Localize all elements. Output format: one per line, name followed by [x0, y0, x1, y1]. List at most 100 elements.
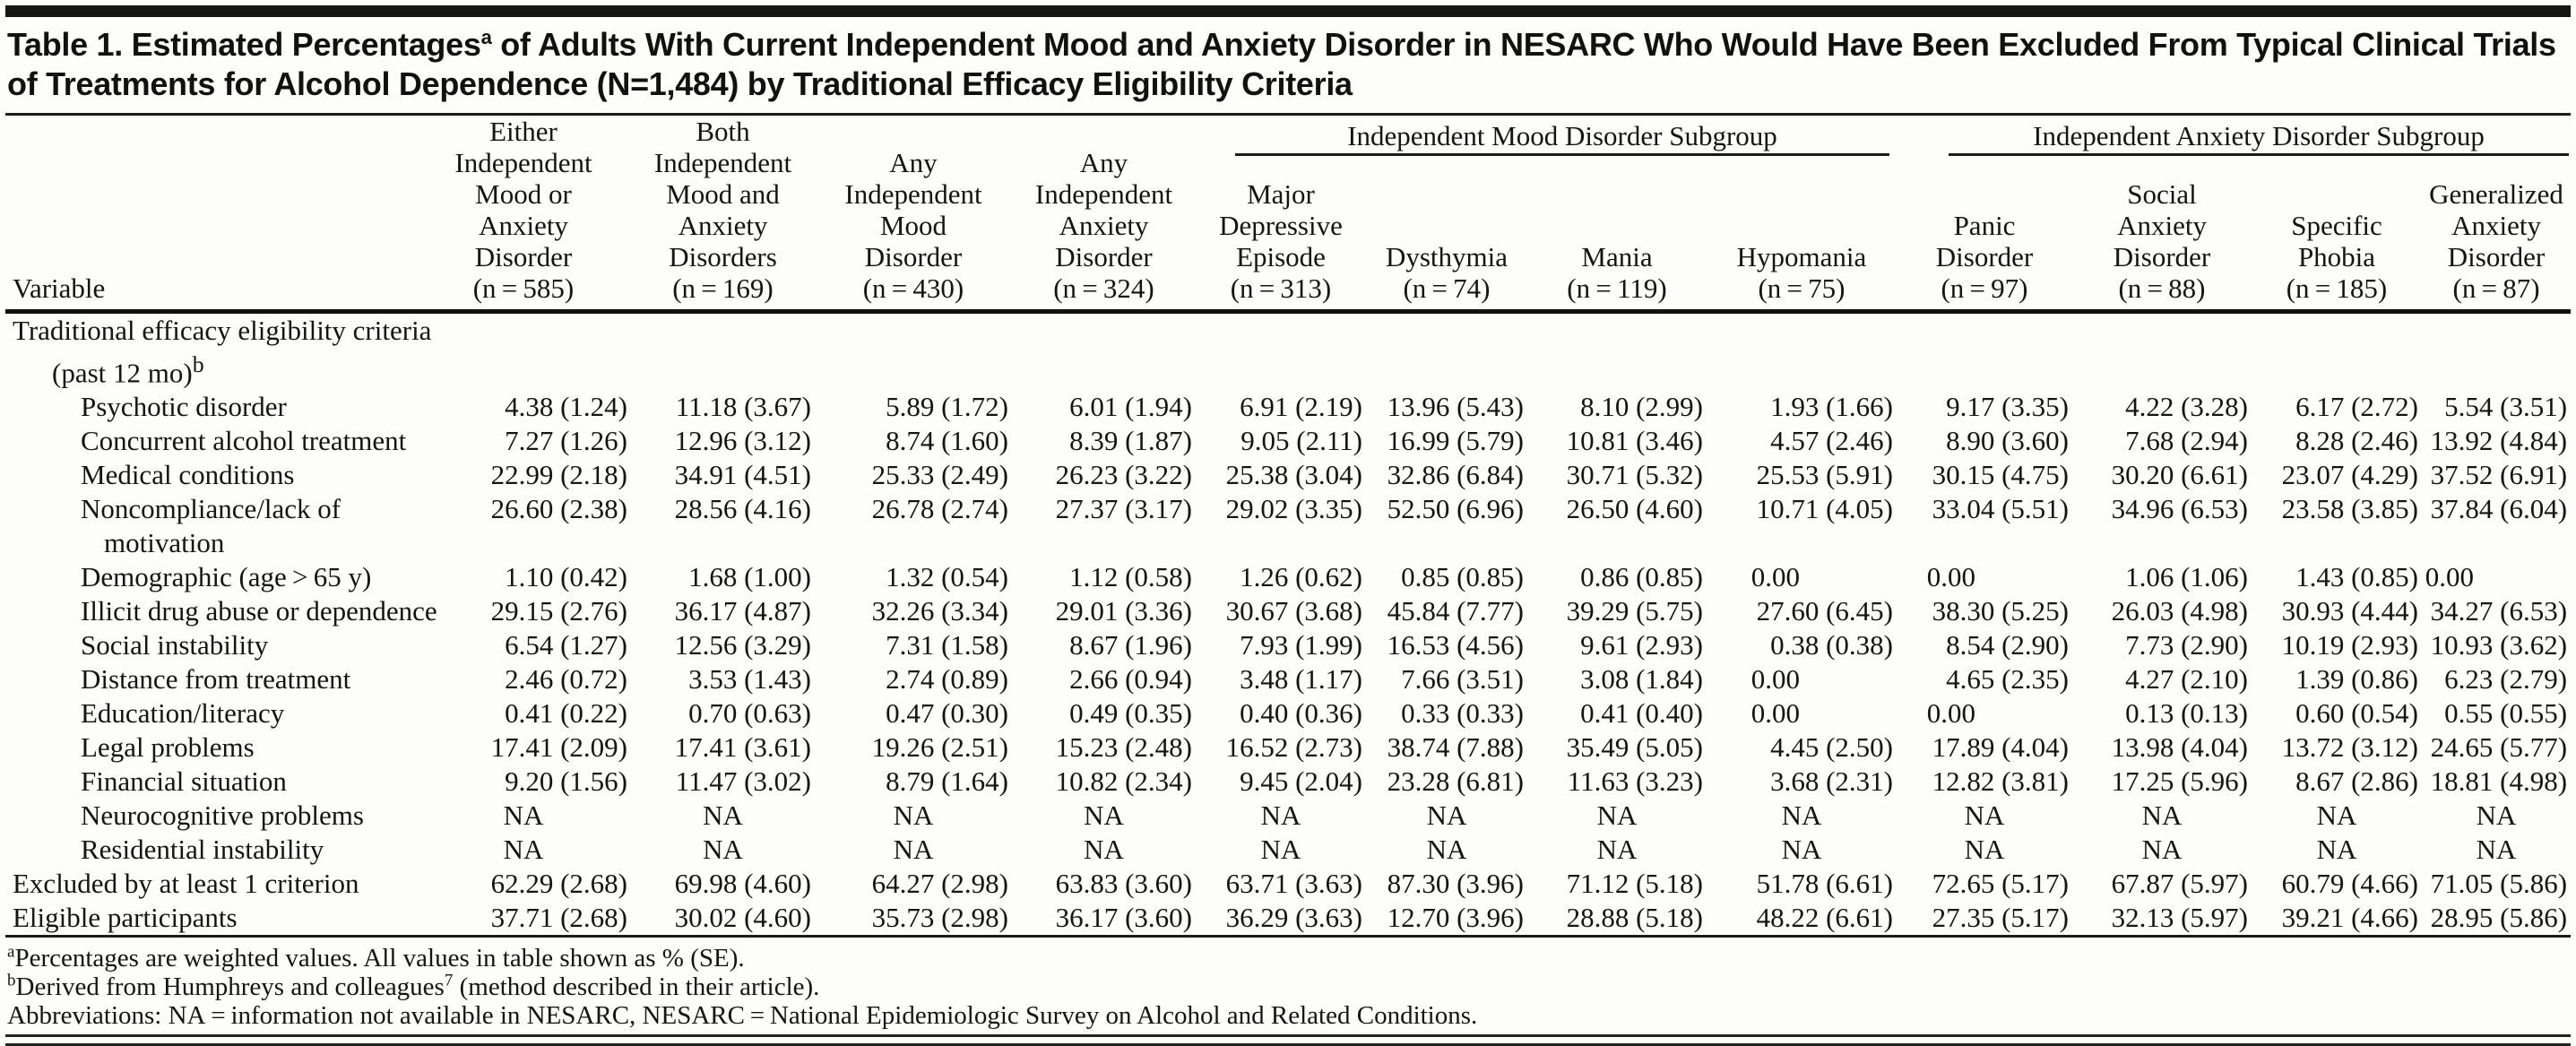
- cell: 35.73 (2.98): [815, 901, 1012, 938]
- row-label: Medical conditions: [5, 458, 416, 492]
- cell: 0.49 (0.35): [1069, 697, 1192, 730]
- cell: 71.05 (5.86): [2430, 868, 2568, 900]
- cell: 0.47 (0.30): [886, 697, 1008, 730]
- cell: 9.05 (2.11): [1240, 425, 1362, 457]
- cell: 72.65 (5.17): [1932, 868, 2069, 900]
- row-label: Traditional efficacy eligibility criteri…: [5, 312, 431, 349]
- cell: 1.26 (0.62): [1240, 561, 1362, 593]
- column-header: Generalized Anxiety Disorder (n = 87): [2422, 160, 2572, 314]
- cell: 3.48 (1.17): [1240, 663, 1362, 696]
- row-label-text: Neurocognitive problems: [81, 800, 364, 832]
- cell: NA: [703, 800, 743, 832]
- cell: 9.45 (2.04): [1240, 765, 1362, 798]
- cell: 0.70 (0.63): [688, 697, 811, 730]
- empty-cell: [1366, 312, 1527, 349]
- cell: 13.72 (3.12): [2281, 731, 2418, 764]
- table-row: Illicit drug abuse or dependence 29.15 (2…: [5, 594, 2571, 628]
- cell: NA: [1964, 834, 2005, 866]
- table-title-text: Table 1. Estimated Percentages: [7, 26, 481, 63]
- cell: 38.74 (7.88): [1387, 731, 1524, 764]
- row-label: Eligible participants: [5, 901, 416, 938]
- cell: 1.06 (1.06): [2125, 561, 2248, 593]
- column-header-line: Mood or: [475, 178, 572, 210]
- row-label-text: Demographic (age > 65 y): [81, 561, 372, 593]
- footnote: Abbreviations: NA = information not avai…: [7, 1001, 2571, 1030]
- cell: 0.38 (0.38): [1770, 629, 1893, 661]
- row-label: Education/literacy: [5, 696, 416, 730]
- cell: 39.29 (5.75): [1566, 595, 1703, 627]
- row-label: Financial situation: [5, 765, 416, 799]
- cell: 12.96 (3.12): [674, 425, 811, 457]
- column-header-line: Anxiety: [678, 210, 768, 241]
- cell: 60.79 (4.66): [2281, 868, 2418, 900]
- cell: 30.15 (4.75): [1932, 459, 2069, 491]
- cell: 16.53 (4.56): [1387, 629, 1524, 661]
- column-header-line: Anxiety: [2117, 210, 2207, 241]
- empty-cell: [1366, 526, 1527, 560]
- cell: 32.13 (5.97): [2072, 901, 2252, 938]
- cell: 12.70 (3.96): [1366, 901, 1527, 938]
- cell: 26.50 (4.60): [1566, 493, 1703, 525]
- column-header: Dysthymia (n = 74): [1366, 160, 1527, 314]
- table-body: Traditional efficacy eligibility criteri…: [5, 312, 2572, 938]
- table-row: motivation: [5, 526, 2571, 560]
- column-header-line: Any: [1079, 147, 1128, 178]
- cell: 23.28 (6.81): [1387, 765, 1524, 798]
- bottom-double-rule: [5, 1034, 2571, 1046]
- cell: 15.23 (2.48): [1055, 731, 1192, 764]
- cell: 63.71 (3.63): [1225, 868, 1362, 900]
- journal-table-page: { "colors": { "text": "#141414", "rules"…: [0, 5, 2576, 1046]
- cell: 0.86 (0.85): [1580, 561, 1703, 593]
- column-header-line: Anxiety: [1059, 210, 1149, 241]
- cell: 2.66 (0.94): [1069, 663, 1192, 696]
- column-header: Either Independent Mood or Anxiety Disorder(…: [416, 113, 631, 314]
- cell: 17.41 (3.61): [674, 731, 811, 764]
- cell: NA: [893, 800, 934, 832]
- cell: 63.83 (3.60): [1055, 868, 1192, 900]
- column-header-line: Independent: [844, 178, 982, 210]
- cell: 0.40 (0.36): [1240, 697, 1362, 730]
- column-header-line: (n = 87): [2452, 272, 2540, 304]
- column-header-line: Phobia: [2297, 241, 2376, 272]
- footnote-text: (method described in their article).: [453, 973, 820, 1002]
- cell: NA: [1084, 834, 1124, 866]
- cell: 13.92 (4.84): [2430, 425, 2568, 457]
- row-label-text: Social instability: [81, 629, 269, 661]
- cell: 4.22 (3.28): [2125, 391, 2248, 423]
- footnote-marker: a: [7, 942, 15, 962]
- cell: 0.33 (0.33): [1401, 697, 1524, 730]
- cell: 34.27 (6.53): [2430, 595, 2568, 627]
- empty-cell: [1707, 348, 1897, 390]
- row-label: (past 12 mo)b: [5, 348, 416, 390]
- table-row: Psychotic disorder 4.38 (1.24) 11.18 (3.67…: [5, 390, 2571, 424]
- cell: 26.03 (4.98): [2111, 595, 2248, 627]
- row-label: Distance from treatment: [5, 662, 416, 696]
- cell: 25.53 (5.91): [1756, 459, 1893, 491]
- title-top-bar: [5, 5, 2571, 17]
- cell: NA: [2141, 834, 2183, 866]
- column-header-line: Independent: [653, 147, 792, 178]
- column-header-line: (n = 74): [1403, 272, 1491, 304]
- empty-cell: [1196, 348, 1366, 390]
- cell: 38.30 (5.25): [1932, 595, 2069, 627]
- cell: 7.66 (3.51): [1401, 663, 1524, 696]
- cell: 0.55 (0.55): [2444, 697, 2568, 730]
- row-label-text: Legal problems: [81, 731, 255, 764]
- cell: 6.23 (2.79): [2444, 663, 2568, 696]
- footnote-marker: 7: [444, 971, 454, 990]
- empty-cell: [1897, 348, 2072, 390]
- subgroup-header-label: Independent Mood Disorder Subgroup: [1235, 119, 1889, 156]
- cell: 3.08 (1.84): [1580, 663, 1703, 696]
- cell: NA: [1596, 800, 1638, 832]
- cell: 2.46 (0.72): [505, 663, 627, 696]
- cell: 12.82 (3.81): [1932, 765, 2069, 798]
- anxiety-subgroup-header: Independent Anxiety Disorder Subgroup: [1897, 113, 2572, 160]
- empty-cell: [1897, 312, 2072, 349]
- cell: 34.96 (6.53): [2111, 493, 2248, 525]
- column-header-line: Disorder: [864, 241, 963, 272]
- column-header-line: Hypomania: [1736, 241, 1867, 272]
- cell: 7.93 (1.99): [1240, 629, 1362, 661]
- empty-cell: [416, 312, 631, 349]
- cell: 62.29 (2.68): [490, 868, 627, 900]
- variable-column-header: Variable: [5, 113, 416, 314]
